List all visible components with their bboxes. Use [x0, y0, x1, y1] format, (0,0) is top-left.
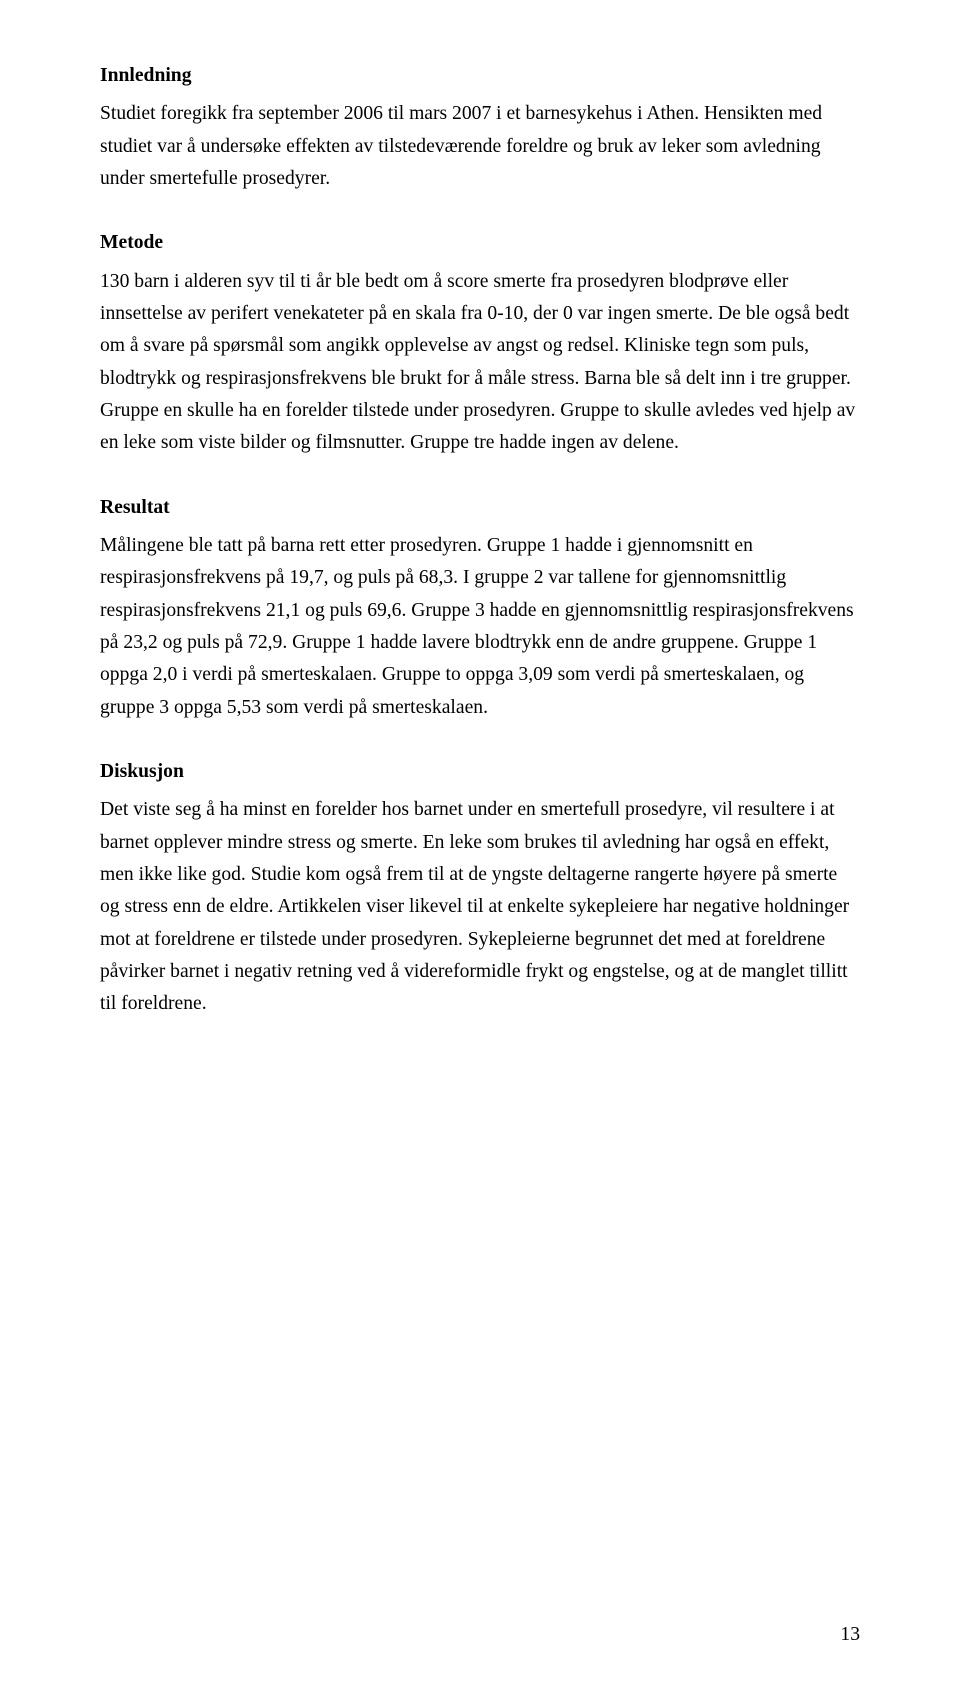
section-diskusjon: Diskusjon Det viste seg å ha minst en fo… — [100, 756, 860, 1021]
body-diskusjon: Det viste seg å ha minst en forelder hos… — [100, 794, 860, 1020]
document-page: Innledning Studiet foregikk fra septembe… — [0, 0, 960, 1686]
heading-resultat: Resultat — [100, 492, 860, 524]
page-number: 13 — [840, 1624, 860, 1646]
section-innledning: Innledning Studiet foregikk fra septembe… — [100, 60, 860, 195]
section-metode: Metode 130 barn i alderen syv til ti år … — [100, 227, 860, 459]
heading-metode: Metode — [100, 227, 860, 259]
section-resultat: Resultat Målingene ble tatt på barna ret… — [100, 492, 860, 724]
body-innledning: Studiet foregikk fra september 2006 til … — [100, 98, 860, 195]
heading-innledning: Innledning — [100, 60, 860, 92]
body-metode: 130 barn i alderen syv til ti år ble bed… — [100, 266, 860, 460]
body-resultat: Målingene ble tatt på barna rett etter p… — [100, 530, 860, 724]
heading-diskusjon: Diskusjon — [100, 756, 860, 788]
